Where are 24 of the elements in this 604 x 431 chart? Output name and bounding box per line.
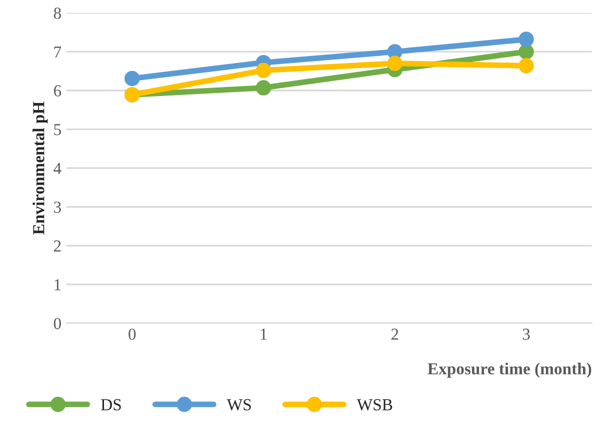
y-tick-label: 7 bbox=[54, 46, 62, 58]
x-tick-label: 2 bbox=[391, 328, 398, 340]
y-tick-label: 5 bbox=[54, 124, 61, 136]
y-tick-label: 6 bbox=[54, 85, 62, 96]
point bbox=[256, 80, 272, 96]
point bbox=[518, 32, 534, 47]
y-tick-label: 1 bbox=[54, 279, 61, 290]
legend-label: WS bbox=[226, 399, 251, 410]
x-tick-label: 3 bbox=[522, 328, 530, 340]
y-tick-label: 4 bbox=[54, 162, 62, 174]
point bbox=[124, 70, 140, 86]
point bbox=[518, 58, 534, 74]
y-tick-label: 8 bbox=[54, 8, 61, 19]
x-tick-label: 0 bbox=[128, 328, 136, 340]
x-tick-label: 1 bbox=[260, 328, 267, 340]
y-tick-label: 0 bbox=[54, 318, 61, 330]
point bbox=[256, 62, 272, 78]
y-tick-label: 2 bbox=[54, 240, 61, 252]
legend-label: DS bbox=[101, 399, 121, 410]
y-tick-label: 3 bbox=[54, 202, 61, 213]
legend-label: WSB bbox=[356, 399, 392, 410]
x-axis-title: Exposure time (month) bbox=[428, 362, 592, 378]
point bbox=[387, 56, 403, 71]
y-axis-title: Environmental pH bbox=[32, 102, 48, 235]
